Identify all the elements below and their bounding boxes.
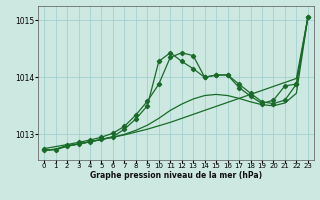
X-axis label: Graphe pression niveau de la mer (hPa): Graphe pression niveau de la mer (hPa) xyxy=(90,171,262,180)
